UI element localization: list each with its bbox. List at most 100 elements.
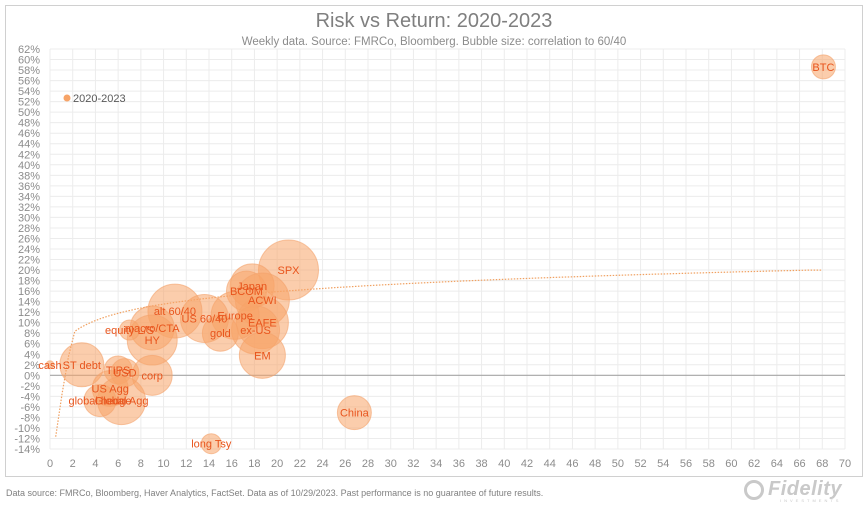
y-tick-label: -4%	[20, 391, 40, 403]
chart-subtitle: Weekly data. Source: FMRCo, Bloomberg. B…	[241, 36, 627, 48]
bubble-label: gold	[210, 328, 231, 340]
y-tick-label: 42%	[18, 149, 40, 161]
bubble-label: TIPS	[106, 365, 130, 377]
y-tick-label: 4%	[24, 349, 40, 361]
chart-title: Risk vs Return: 2020-2023	[315, 10, 553, 32]
fidelity-logo: Fidelity INVESTMENTS	[744, 478, 866, 504]
bubble-long-tsy	[200, 433, 222, 455]
legend-label: 2020-2023	[73, 93, 126, 105]
x-tick-label: 0	[47, 458, 53, 470]
bubble-label: EM	[254, 350, 271, 362]
bubble-label: EAFE	[248, 318, 277, 330]
fidelity-logo-icon	[744, 480, 764, 500]
x-tick-label: 22	[294, 458, 306, 470]
bubble-label: BCOM	[230, 286, 263, 298]
x-tick-label: 30	[385, 458, 397, 470]
y-tick-label: 18%	[18, 276, 40, 288]
x-tick-label: 46	[566, 458, 578, 470]
bubble-label: long Tsy	[191, 439, 232, 451]
bubble-label: ST debt	[63, 360, 101, 372]
bubble-label: US 60/40	[182, 313, 228, 325]
x-tick-label: 42	[521, 458, 533, 470]
bubble-equity-l-s	[119, 319, 140, 341]
x-tick-label: 44	[544, 458, 556, 470]
x-tick-label: 70	[839, 458, 851, 470]
y-tick-label: 62%	[18, 44, 40, 56]
bubble-chart: 62%60%58%56%54%52%50%48%46%44%42%40%38%3…	[14, 44, 851, 470]
x-tick-label: 24	[316, 458, 328, 470]
x-tick-label: 6	[115, 458, 121, 470]
bubble-label: equity L/S	[105, 325, 154, 337]
x-tick-label: 26	[339, 458, 351, 470]
x-tick-label: 28	[362, 458, 374, 470]
bubble-label: Japan	[237, 281, 267, 293]
bubble-corp	[131, 354, 173, 396]
bubble-st-debt	[59, 342, 105, 388]
x-tick-label: 10	[157, 458, 169, 470]
bubble-label: global hedge	[68, 396, 131, 408]
bubble-global-hedge	[83, 384, 117, 418]
bubble-label: BTC	[812, 62, 834, 74]
y-tick-label: -6%	[20, 402, 40, 414]
y-tick-label: 30%	[18, 212, 40, 224]
y-tick-label: 16%	[18, 286, 40, 298]
footer-source-note: Data source: FMRCo, Bloomberg, Haver Ana…	[6, 488, 544, 498]
x-tick-label: 50	[612, 458, 624, 470]
y-tick-label: 44%	[18, 139, 40, 151]
y-tick-label: 0%	[24, 370, 40, 382]
y-tick-label: 40%	[18, 160, 40, 172]
y-tick-label: 54%	[18, 86, 40, 98]
y-tick-label: 28%	[18, 223, 40, 235]
x-tick-label: 2	[70, 458, 76, 470]
trendline	[55, 269, 823, 437]
x-tick-label: 14	[203, 458, 215, 470]
y-tick-label: 8%	[24, 328, 40, 340]
x-tick-label: 64	[771, 458, 783, 470]
bubble-label: SPX	[277, 265, 300, 277]
bubble-label: alt 60/40	[154, 306, 196, 318]
y-tick-label: 6%	[24, 339, 40, 351]
y-tick-label: -10%	[14, 423, 40, 435]
x-tick-label: 68	[816, 458, 828, 470]
y-tick-label: 46%	[18, 128, 40, 140]
x-tick-label: 56	[680, 458, 692, 470]
y-tick-label: -2%	[20, 381, 40, 393]
x-tick-label: 58	[703, 458, 715, 470]
y-tick-label: 12%	[18, 307, 40, 319]
bubble-china	[336, 395, 372, 431]
bubble-label: cash	[38, 360, 61, 372]
x-tick-label: 54	[657, 458, 669, 470]
y-tick-label: -12%	[14, 433, 40, 445]
y-tick-label: 50%	[18, 107, 40, 119]
y-tick-label: -8%	[20, 412, 40, 424]
bubble-label: Global Agg	[95, 396, 149, 408]
x-tick-label: 48	[589, 458, 601, 470]
x-tick-label: 66	[793, 458, 805, 470]
y-tick-label: 38%	[18, 170, 40, 182]
x-tick-label: 20	[271, 458, 283, 470]
y-tick-label: 20%	[18, 265, 40, 277]
x-tick-label: 16	[226, 458, 238, 470]
y-tick-label: 36%	[18, 181, 40, 193]
x-tick-label: 62	[748, 458, 760, 470]
legend-marker	[63, 94, 71, 102]
y-tick-label: 2%	[24, 360, 40, 372]
bubble-label: USD	[113, 368, 136, 380]
bubble-label: China	[340, 408, 370, 420]
bubble-label: Europe	[217, 310, 252, 322]
bubble-label: macro/CTA	[125, 323, 180, 335]
bubble-label: ex-US	[240, 325, 271, 337]
y-tick-label: 10%	[18, 318, 40, 330]
bubble-label: HY	[145, 335, 161, 347]
bubble-label: corp	[142, 370, 163, 382]
chart-frame	[5, 5, 863, 477]
x-tick-label: 12	[180, 458, 192, 470]
y-tick-label: -14%	[14, 444, 40, 456]
x-tick-label: 8	[138, 458, 144, 470]
x-tick-label: 52	[634, 458, 646, 470]
y-tick-label: 34%	[18, 191, 40, 203]
y-tick-label: 22%	[18, 255, 40, 267]
bubble-label: US Agg	[92, 383, 129, 395]
x-tick-label: 4	[92, 458, 98, 470]
x-tick-label: 40	[498, 458, 510, 470]
